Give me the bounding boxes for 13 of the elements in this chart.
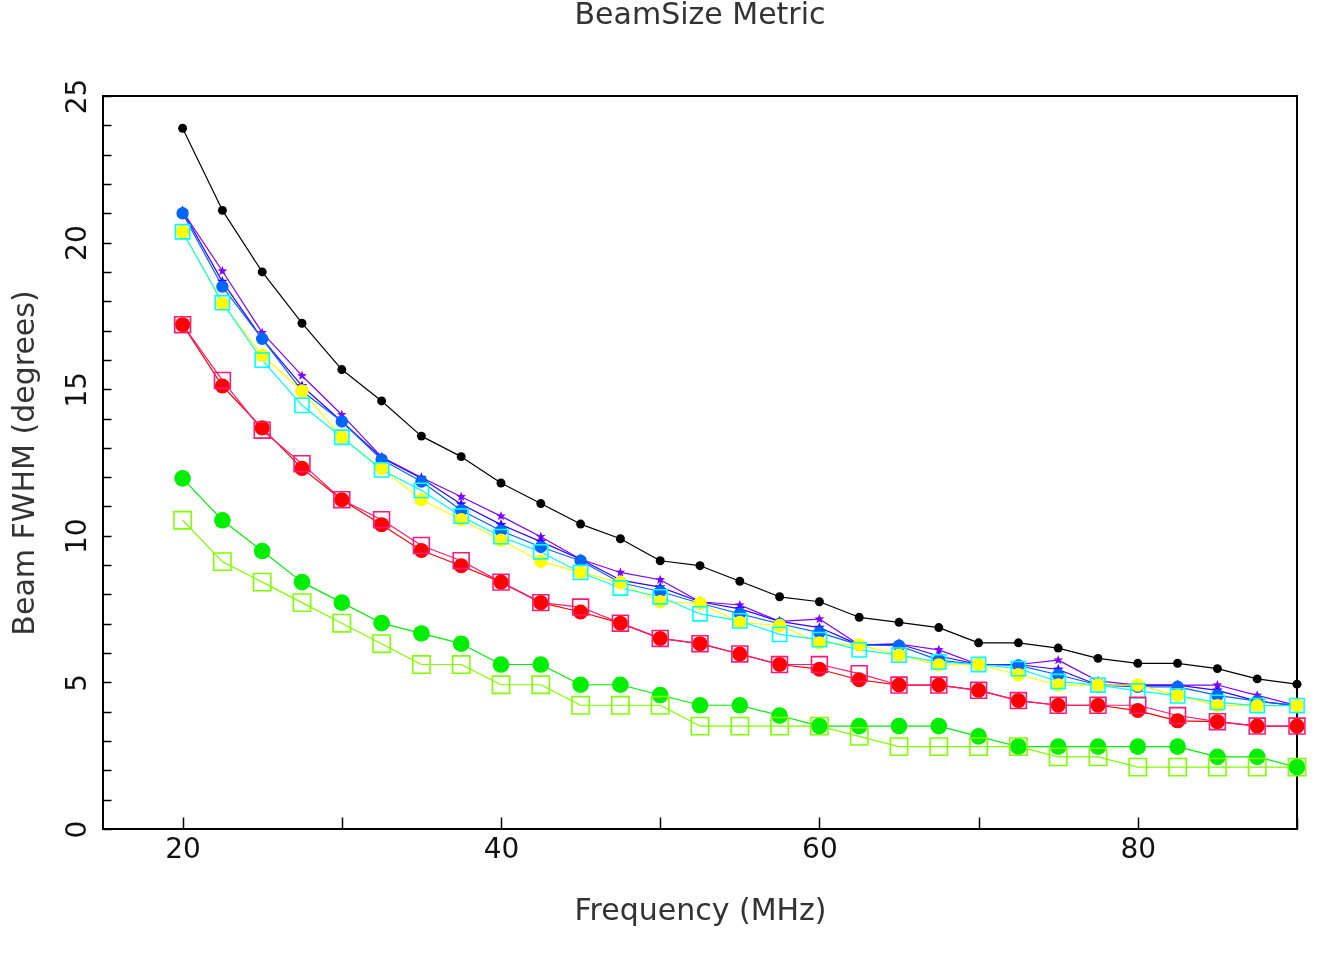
x-tick-label: 20 [165,831,201,865]
chart-title: BeamSize Metric [574,0,826,32]
x-tick-label: 60 [802,831,838,865]
x-axis-title: Frequency (MHz) [574,891,827,927]
y-axis-title: Beam FWHM (degrees) [5,290,41,636]
x-tick-label: 80 [1120,831,1157,865]
y-tick-label: 0 [59,820,93,839]
y-tick-label: 20 [59,225,93,261]
x-tick-label: 40 [483,831,520,865]
y-tick-label: 25 [59,78,93,115]
y-tick-label: 15 [59,371,93,408]
y-tick-label: 5 [59,673,93,692]
y-tick-label: 10 [59,518,93,555]
